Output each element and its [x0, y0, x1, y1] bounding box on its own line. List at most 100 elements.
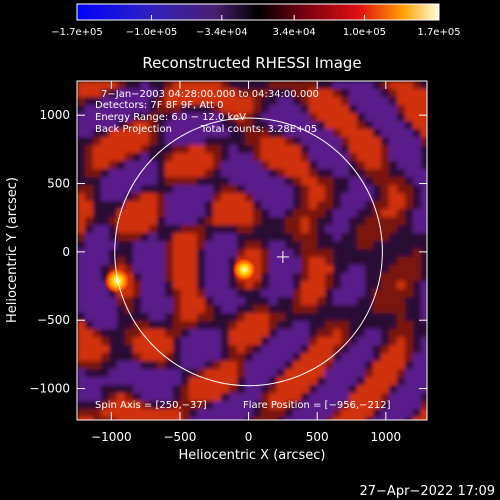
image-cell [301, 105, 309, 113]
image-cell [365, 169, 373, 177]
image-cell [213, 121, 221, 129]
image-cell [317, 89, 325, 97]
image-cell [373, 225, 381, 233]
image-cell [317, 81, 325, 89]
image-cell [253, 81, 261, 89]
image-cell [341, 217, 349, 225]
image-cell [421, 233, 427, 241]
image-cell [413, 137, 421, 145]
image-cell [237, 121, 245, 129]
image-cell [325, 233, 333, 241]
image-cell [197, 305, 205, 313]
image-cell [181, 169, 189, 177]
image-cell [373, 417, 381, 420]
image-cell [229, 345, 237, 353]
image-cell [413, 225, 421, 233]
image-cell [285, 289, 293, 297]
image-cell [85, 153, 93, 161]
x-tick-label: 0 [245, 430, 253, 444]
image-cell [365, 337, 373, 345]
image-cell [197, 161, 205, 169]
image-cell [229, 89, 237, 97]
image-cell [149, 177, 157, 185]
image-cell [421, 97, 427, 105]
image-cell [333, 201, 341, 209]
image-cell [269, 241, 277, 249]
image-cell [405, 265, 413, 273]
image-cell [405, 273, 413, 281]
image-cell [149, 153, 157, 161]
image-cell [405, 81, 413, 89]
image-cell [189, 233, 197, 241]
image-cell [341, 265, 349, 273]
image-cell [93, 385, 101, 393]
image-cell [389, 265, 397, 273]
image-cell [173, 97, 181, 105]
image-cell [317, 153, 325, 161]
image-cell [285, 417, 293, 420]
image-cell [85, 241, 93, 249]
image-cell [381, 329, 389, 337]
image-cell [301, 297, 309, 305]
image-cell [149, 273, 157, 281]
image-cell [333, 81, 341, 89]
image-cell [277, 169, 285, 177]
image-cell [261, 89, 269, 97]
image-cell [285, 401, 293, 409]
image-cell [133, 153, 141, 161]
image-cell [261, 241, 269, 249]
image-cell [341, 297, 349, 305]
image-cell [181, 129, 189, 137]
image-cell [261, 385, 269, 393]
image-cell [397, 209, 405, 217]
image-cell [309, 369, 317, 377]
image-cell [413, 345, 421, 353]
image-cell [205, 353, 213, 361]
image-cell [349, 97, 357, 105]
image-cell [421, 361, 427, 369]
image-cell [301, 129, 309, 137]
image-cell [293, 369, 301, 377]
image-cell [253, 401, 261, 409]
image-cell [197, 329, 205, 337]
image-cell [277, 89, 285, 97]
image-cell [261, 377, 269, 385]
image-cell [197, 233, 205, 241]
image-cell [181, 377, 189, 385]
image-cell [213, 337, 221, 345]
image-cell [413, 305, 421, 313]
image-cell [205, 161, 213, 169]
image-cell [309, 297, 317, 305]
image-cell [149, 129, 157, 137]
image-cell [85, 353, 93, 361]
image-cell [365, 145, 373, 153]
image-cell [397, 369, 405, 377]
image-cell [213, 345, 221, 353]
image-cell [197, 385, 205, 393]
image-cell [173, 393, 181, 401]
image-cell [141, 377, 149, 385]
image-cell [349, 105, 357, 113]
image-cell [349, 153, 357, 161]
image-cell [373, 257, 381, 265]
image-cell [109, 241, 117, 249]
colorbar-tick-label: 1.7e+05 [417, 27, 460, 38]
image-cell [125, 297, 133, 305]
image-cell [269, 161, 277, 169]
image-cell [405, 201, 413, 209]
image-cell [389, 321, 397, 329]
image-cell [173, 137, 181, 145]
image-cell [389, 209, 397, 217]
image-cell [413, 177, 421, 185]
image-cell [109, 385, 117, 393]
image-cell [77, 153, 85, 161]
image-cell [77, 201, 85, 209]
image-cell [157, 105, 165, 113]
image-cell [293, 113, 301, 121]
image-cell [157, 337, 165, 345]
image-cell [237, 169, 245, 177]
image-cell [293, 361, 301, 369]
image-cell [253, 193, 261, 201]
image-cell [229, 161, 237, 169]
image-cell [389, 169, 397, 177]
